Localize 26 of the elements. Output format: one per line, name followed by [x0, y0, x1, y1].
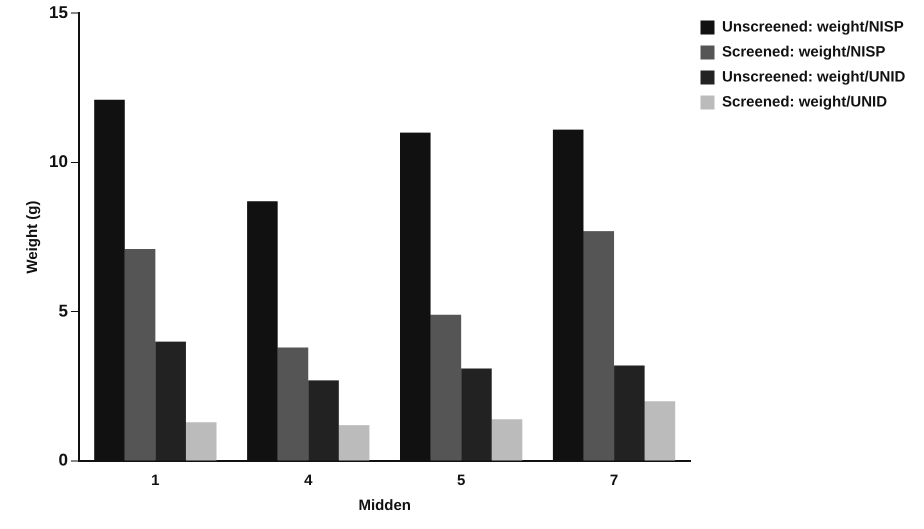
- bar: [338, 425, 370, 460]
- legend-label: Screened: weight/UNID: [722, 94, 888, 111]
- x-tick-label: 7: [610, 472, 618, 490]
- bar: [430, 314, 462, 460]
- x-tick-label: 5: [456, 472, 466, 490]
- y-tick-label: 0: [58, 450, 68, 470]
- bar: [155, 342, 186, 460]
- legend-label: Unscreened: weight/UNID: [722, 68, 906, 86]
- bar: [583, 231, 614, 460]
- y-tick-label: 10: [48, 152, 68, 172]
- bar: [461, 368, 492, 460]
- bar: [614, 365, 645, 460]
- bar: [186, 422, 217, 460]
- x-axis-title: Midden: [358, 497, 411, 514]
- bar: [492, 419, 522, 460]
- y-tick-label: 15: [48, 2, 68, 22]
- x-tick-label: 4: [304, 472, 314, 490]
- bar: [308, 380, 339, 460]
- bar: [124, 249, 156, 460]
- x-tick-label: 1: [151, 472, 160, 490]
- y-axis-title: Weight (g): [24, 200, 42, 274]
- bar: [278, 348, 308, 460]
- legend-label: Screened: weight/NISP: [722, 44, 886, 61]
- y-tick-label: 5: [58, 301, 68, 320]
- legend-label: Unscreened: weight/NISP: [722, 18, 904, 36]
- bar: [644, 401, 676, 460]
